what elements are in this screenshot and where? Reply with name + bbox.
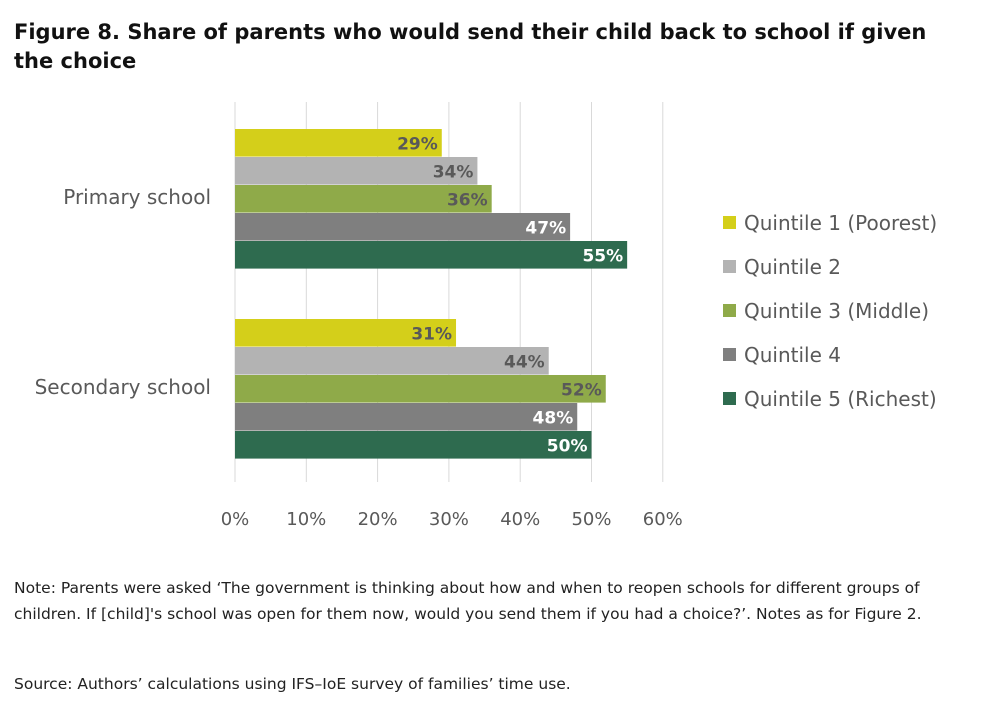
bar <box>235 347 549 375</box>
bar-labels: 29% 34% 36% 47% 55% 31% 44% 52% 48% 50% <box>397 134 623 456</box>
legend-label: Quintile 5 (Richest) <box>744 387 937 411</box>
legend: Quintile 1 (Poorest) Quintile 2 Quintile 3… <box>723 211 937 411</box>
bar-value-label: 31% <box>411 324 452 344</box>
legend-swatch <box>723 348 736 361</box>
bar-value-label: 55% <box>582 246 623 266</box>
bar-value-label: 29% <box>397 134 438 154</box>
legend-label: Quintile 2 <box>744 255 841 279</box>
bar <box>235 213 571 241</box>
legend-swatch <box>723 304 736 317</box>
bar <box>235 431 592 459</box>
bar <box>235 157 478 185</box>
bar-value-label: 44% <box>504 352 545 372</box>
x-tick-label: 10% <box>286 509 326 530</box>
bar <box>235 319 457 347</box>
legend-swatch <box>723 216 736 229</box>
category-label: Primary school <box>63 185 211 209</box>
chart-title: Figure 8. Share of parents who would sen… <box>14 20 927 73</box>
bar <box>235 129 442 157</box>
legend-label: Quintile 3 (Middle) <box>744 299 929 323</box>
bar-value-label: 48% <box>533 408 574 428</box>
x-tick-label: 30% <box>429 509 469 530</box>
x-tick-label: 20% <box>358 509 398 530</box>
note-text: Note: Parents were asked ‘The government… <box>14 579 922 623</box>
bar-value-label: 52% <box>561 380 602 400</box>
bar <box>235 403 578 431</box>
x-tick-label: 0% <box>221 509 250 530</box>
legend-swatch <box>723 260 736 273</box>
x-axis-ticks: 0% 10% 20% 30% 40% 50% 60% <box>221 509 683 530</box>
legend-swatch <box>723 392 736 405</box>
bar-value-label: 36% <box>447 190 488 210</box>
legend-label: Quintile 4 <box>744 343 841 367</box>
source-text: Source: Authors’ calculations using IFS–… <box>14 675 571 693</box>
category-label: Secondary school <box>35 375 211 399</box>
category-labels: Primary school Secondary school <box>35 185 211 399</box>
legend-label: Quintile 1 (Poorest) <box>744 211 937 235</box>
x-tick-label: 50% <box>571 509 611 530</box>
chart: 29% 34% 36% 47% 55% 31% 44% 52% 48% 50% Primary s… <box>35 102 937 530</box>
bar <box>235 241 628 269</box>
bars <box>235 129 628 459</box>
bar-value-label: 50% <box>547 436 588 456</box>
bar-value-label: 47% <box>525 218 566 238</box>
x-tick-label: 40% <box>500 509 540 530</box>
bar-value-label: 34% <box>433 162 474 182</box>
bar <box>235 185 492 213</box>
bar <box>235 375 606 403</box>
x-tick-label: 60% <box>643 509 683 530</box>
